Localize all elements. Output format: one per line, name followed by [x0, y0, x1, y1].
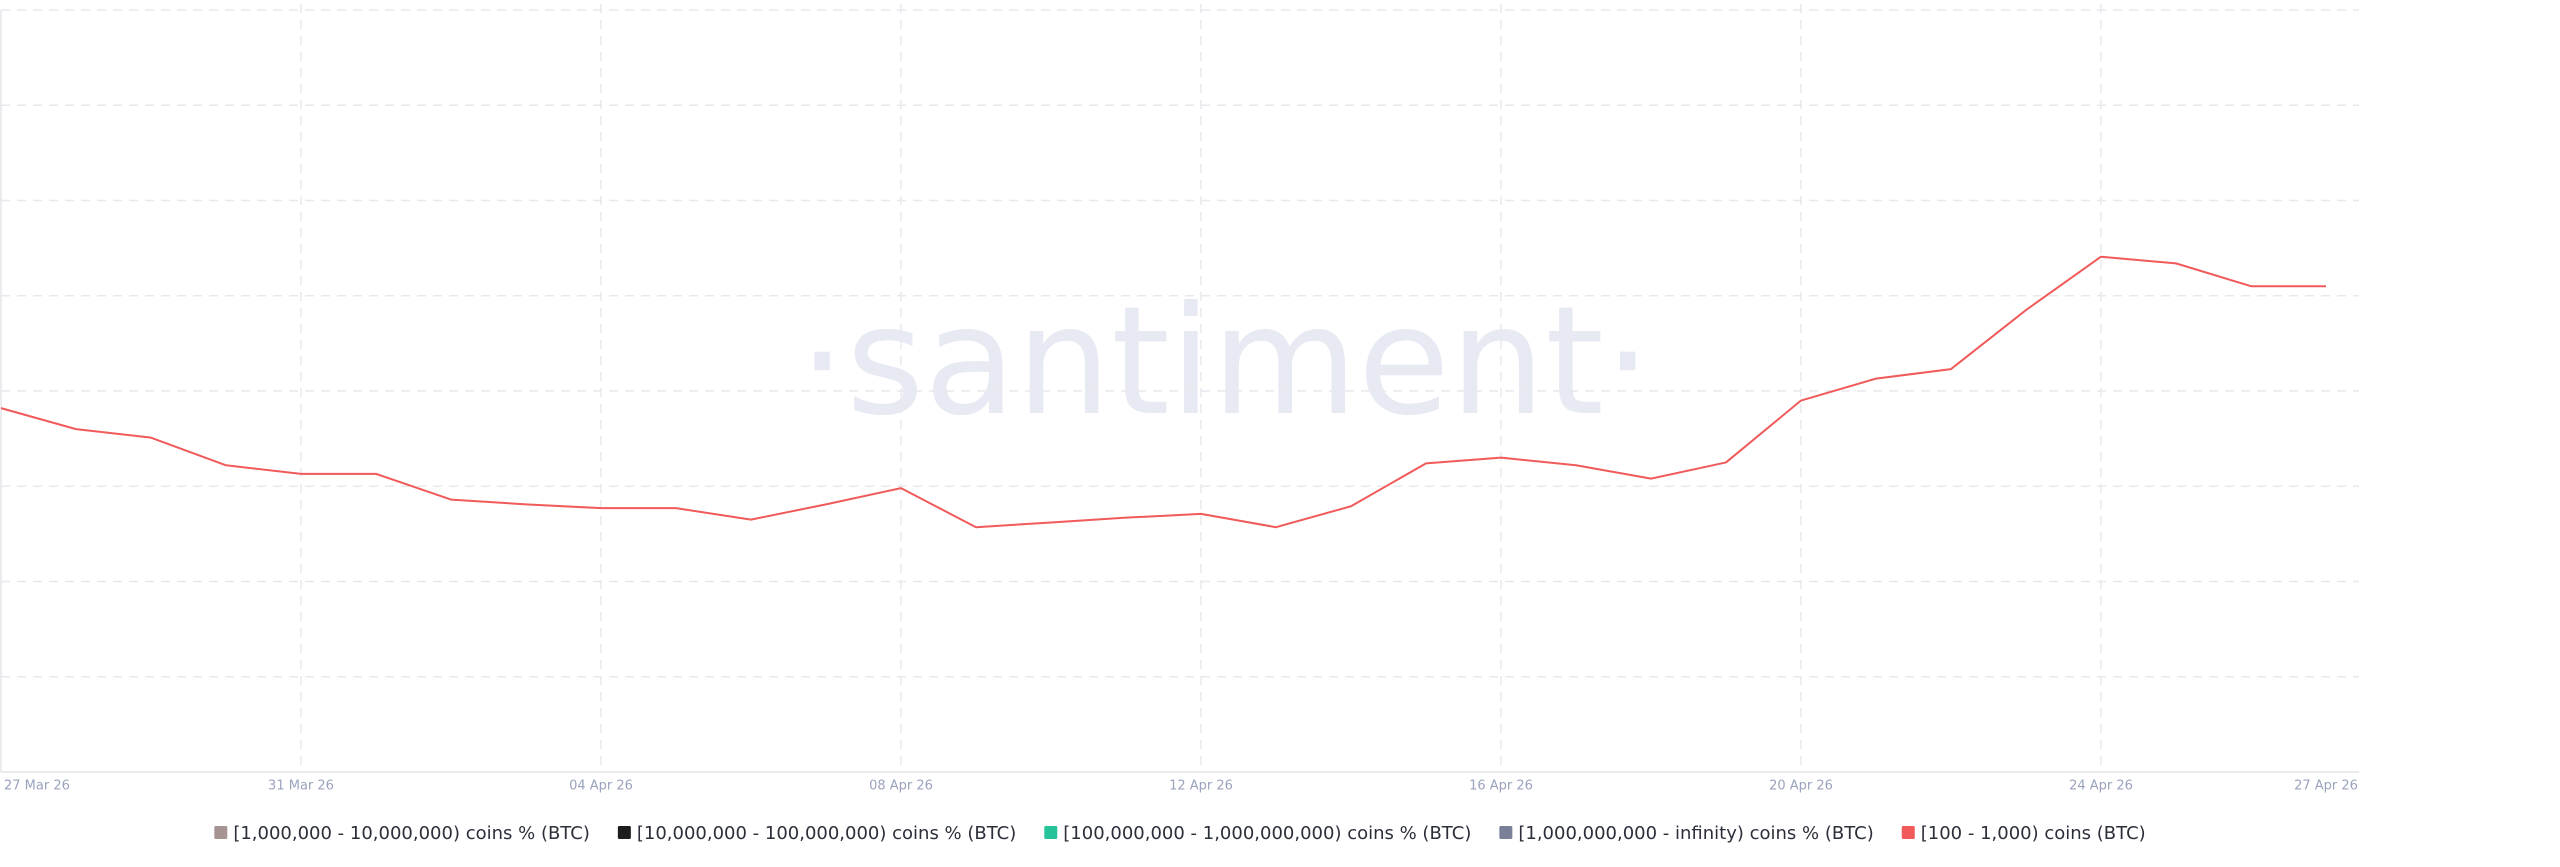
legend-label: [100,000,000 - 1,000,000,000) coins % (B…: [1063, 823, 1471, 844]
x-tick-label: 27 Apr 26: [2294, 779, 2358, 794]
x-tick-label: 16 Apr 26: [1469, 779, 1533, 794]
x-tick-label: 08 Apr 26: [869, 779, 933, 794]
legend-swatch: [1499, 826, 1513, 839]
x-tick-label: 27 Mar 26: [4, 779, 70, 794]
legend: [1,000,000 - 10,000,000) coins % (BTC) [1…: [214, 823, 2146, 844]
x-tick-label: 12 Apr 26: [1169, 779, 1233, 794]
legend-swatch: [1044, 826, 1058, 839]
legend-label: [10,000,000 - 100,000,000) coins % (BTC): [637, 823, 1016, 844]
legend-swatch: [617, 826, 631, 839]
legend-swatch: [214, 826, 228, 839]
series-line: [0, 255, 2326, 529]
legend-swatch: [1901, 826, 1915, 839]
x-tick-label: 20 Apr 26: [1769, 779, 1833, 794]
watermark: ·santiment·: [798, 275, 1651, 449]
legend-label: [1,000,000 - 10,000,000) coins % (BTC): [233, 823, 590, 844]
x-tick-label: 04 Apr 26: [569, 779, 633, 794]
legend-label: [1,000,000,000 - infinity) coins % (BTC): [1518, 823, 1873, 844]
x-tick-label: 24 Apr 26: [2069, 779, 2133, 794]
legend-label: [100 - 1,000) coins (BTC): [1921, 823, 2146, 844]
x-tick-label: 31 Mar 26: [268, 779, 334, 794]
